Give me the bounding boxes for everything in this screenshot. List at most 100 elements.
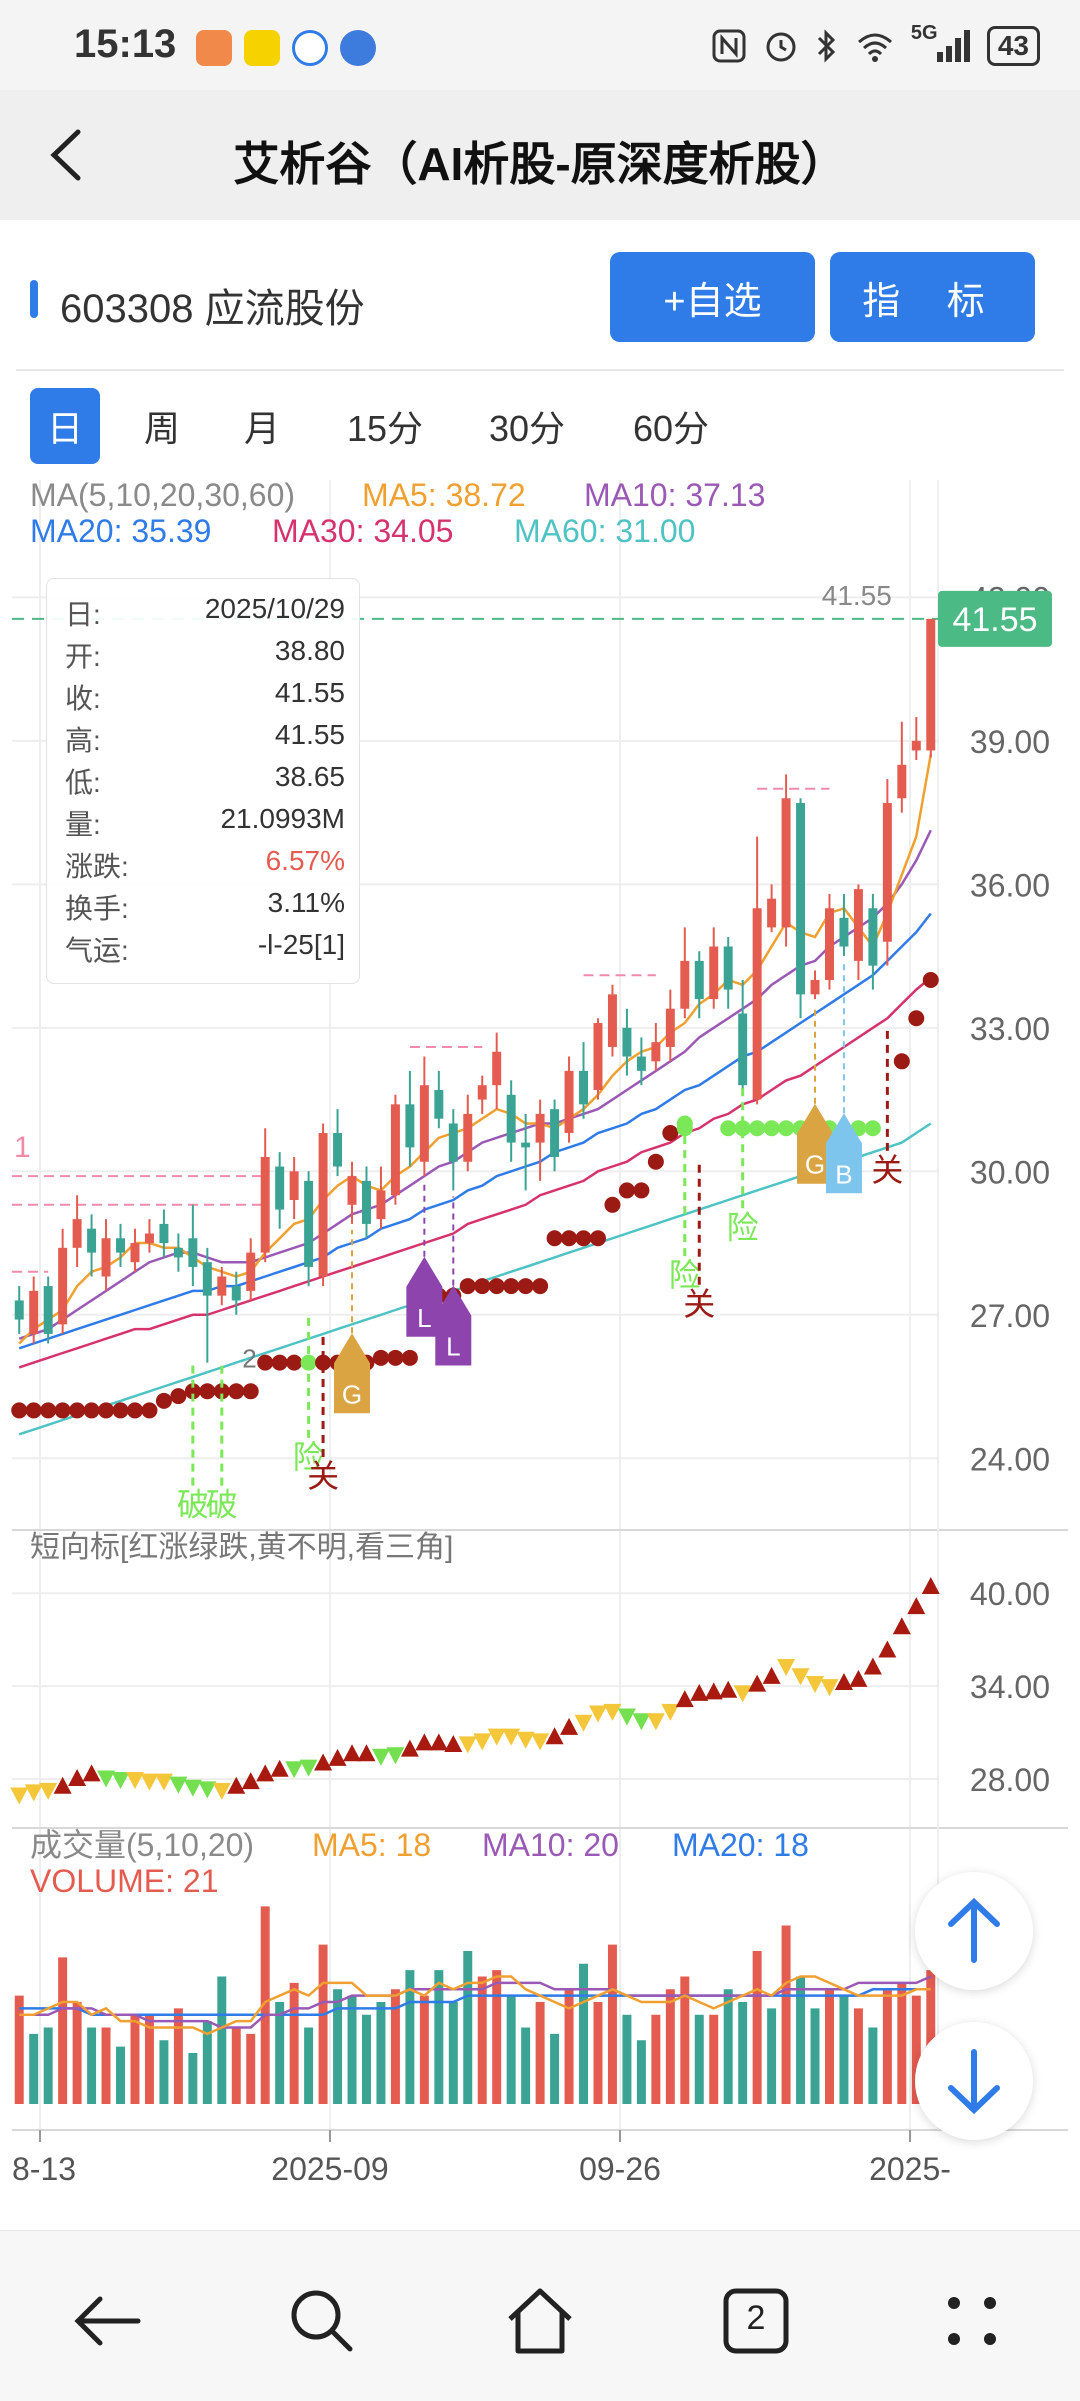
tab-60min[interactable]: 60分 — [632, 408, 710, 449]
short-indicator-triangle — [299, 1759, 318, 1777]
scroll-up-button[interactable] — [915, 1872, 1033, 1990]
y-tick-label: 39.00 — [970, 724, 1050, 760]
volume-bar — [159, 2040, 169, 2104]
short-indicator-triangle — [154, 1773, 173, 1791]
signal-label: 关 — [307, 1458, 339, 1494]
candle-body — [29, 1290, 39, 1334]
volume-bar — [550, 2033, 560, 2104]
signal-dot — [112, 1402, 129, 1419]
back-icon[interactable] — [68, 2281, 148, 2361]
signal-dot — [11, 1402, 28, 1419]
candle-body — [636, 1056, 646, 1071]
browser-app-icon — [340, 30, 376, 66]
tooltip-value: 3.11% — [267, 887, 345, 918]
volume-ma10-line — [19, 1975, 932, 2029]
signal-marker-b: B — [825, 1113, 862, 1194]
volume-bar — [868, 2027, 878, 2104]
short-indicator-triangle — [285, 1761, 304, 1779]
signal-label: 关 — [871, 1152, 903, 1188]
candle-body — [564, 1070, 574, 1134]
volume-bar — [767, 2008, 777, 2104]
ma20-line — [18, 912, 932, 1350]
volume-bar — [202, 2021, 212, 2104]
candle-body — [72, 1219, 82, 1248]
short-indicator-triangle — [617, 1708, 636, 1726]
volume-bar — [607, 1944, 617, 2104]
volume-bar — [882, 1989, 892, 2104]
ma30-line — [18, 976, 932, 1369]
volume-bar — [665, 1989, 675, 2104]
signal-dot — [662, 1125, 679, 1142]
candle-body — [448, 1123, 458, 1162]
home-icon[interactable] — [500, 2281, 580, 2361]
volume-bar — [738, 2002, 748, 2104]
tab-month[interactable]: 月 — [243, 408, 280, 449]
candle-body — [926, 618, 936, 751]
short-indicator-triangle — [39, 1782, 58, 1800]
short-indicator-triangle — [878, 1640, 897, 1658]
signal-dot — [604, 1196, 621, 1213]
search-icon[interactable] — [282, 2281, 362, 2361]
marker-letter: G — [342, 1379, 362, 1409]
stock-accent-bar — [30, 280, 38, 318]
tooltip-value: 6.57% — [265, 845, 345, 876]
stock-chart[interactable]: 42.0039.0036.0033.0030.0027.0024.00140.0… — [0, 470, 1080, 2190]
marker-letter: B — [835, 1159, 852, 1189]
volume-bar — [43, 2027, 53, 2104]
y-tick-label: 33.00 — [970, 1011, 1050, 1047]
signal-dot — [676, 1120, 693, 1137]
indicator-button[interactable]: 指 标 — [830, 252, 1035, 342]
volume-bar — [680, 1976, 690, 2104]
signal-dot — [141, 1402, 158, 1419]
tab-week[interactable]: 周 — [143, 408, 180, 449]
volume-ma10-legend: MA10: 20 — [482, 1827, 619, 1863]
volume-bar — [911, 1995, 921, 2104]
x-tick-label: 09-26 — [579, 2151, 661, 2187]
signal-marker-g: G — [334, 1333, 371, 1414]
arrow-up-icon — [948, 1897, 1000, 1963]
tooltip-value: 38.65 — [274, 761, 345, 792]
tooltip-value: 41.55 — [274, 719, 345, 750]
status-time: 15:13 — [74, 22, 177, 66]
candle-body — [101, 1238, 111, 1277]
volume-bar — [376, 2002, 386, 2104]
signal-dot — [778, 1120, 795, 1137]
volume-bar — [318, 1944, 328, 2104]
marker-letter: G — [805, 1150, 825, 1180]
volume-bar — [564, 1989, 574, 2104]
candle-body — [477, 1085, 487, 1100]
tooltip-row: 开: 38.80 — [65, 635, 345, 675]
wifi-icon — [857, 33, 892, 62]
candle-body — [665, 1008, 675, 1047]
candle-body — [824, 908, 834, 980]
candle-body — [868, 908, 878, 966]
signal-dot — [749, 1120, 766, 1137]
volume-bar — [636, 2040, 646, 2104]
short-indicator-triangle — [97, 1770, 116, 1788]
marker-shape — [435, 1285, 472, 1366]
menu-icon[interactable] — [932, 2281, 1012, 2361]
scroll-down-button[interactable] — [915, 2022, 1033, 2140]
signal-icon: 5G — [911, 22, 971, 64]
volume-bar — [419, 1995, 429, 2104]
tab-day[interactable]: 日 — [30, 388, 100, 464]
signal-dot — [98, 1402, 115, 1419]
volume-bar — [535, 2002, 545, 2104]
signal-dot — [54, 1402, 71, 1419]
volume-bar — [694, 2014, 704, 2104]
tabs-button[interactable]: 2 — [716, 2281, 796, 2361]
short-indicator-triangle — [646, 1713, 665, 1731]
tooltip-row: 量: 21.0993M — [65, 803, 345, 843]
volume-bar — [448, 2002, 458, 2104]
candle-body — [506, 1094, 516, 1143]
tab-30min[interactable]: 30分 — [488, 408, 566, 449]
back-chevron-icon[interactable] — [36, 120, 100, 190]
volume-bar — [824, 1989, 834, 2104]
ma-legend-title: MA(5,10,20,30,60) — [30, 477, 295, 513]
add-favorite-button[interactable]: +自选 — [610, 252, 815, 342]
tab-15min[interactable]: 15分 — [346, 408, 424, 449]
tooltip-key: 量: — [65, 809, 101, 840]
candle-body — [781, 798, 791, 928]
tooltip-key: 高: — [65, 725, 101, 756]
candle-body — [58, 1247, 68, 1325]
